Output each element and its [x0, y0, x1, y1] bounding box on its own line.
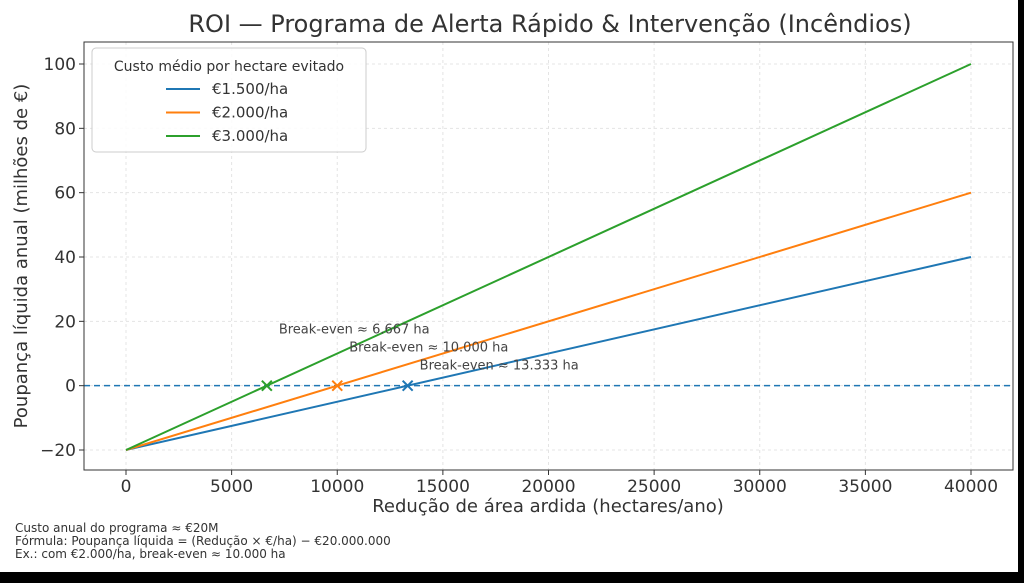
footnote-cost: Custo anual do programa ≈ €20M [15, 521, 219, 535]
x-tick-label: 40000 [944, 477, 998, 497]
break-even-markers: Break-even ≈ 13.333 ha Break-even ≈ 10.00… [261, 323, 579, 392]
y-tick-label: −20 [40, 441, 76, 461]
roi-chart: Break-even ≈ 13.333 ha Break-even ≈ 10.00… [11, 10, 1014, 517]
legend-title: Custo médio por hectare evitado [114, 59, 344, 75]
legend: Custo médio por hectare evitado €1.500/h… [91, 47, 367, 153]
series-line [125, 191, 972, 451]
chart-title: ROI — Programa de Alerta Rápido & Interv… [188, 10, 911, 38]
break-even-annotation: Break-even ≈ 6.667 ha [279, 323, 430, 338]
chart-canvas: Break-even ≈ 13.333 ha Break-even ≈ 10.00… [0, 0, 1018, 572]
y-tick-label: 20 [54, 312, 76, 332]
x-tick-label: 25000 [627, 477, 681, 497]
x-tick-label: 0 [121, 477, 132, 497]
x-tick-label: 35000 [838, 477, 892, 497]
x-tick-label: 5000 [210, 477, 253, 497]
y-tick-label: 80 [54, 119, 76, 139]
legend-label: €3.000/ha [212, 127, 288, 145]
footnote-formula: Fórmula: Poupança líquida = (Redução × €… [15, 534, 391, 548]
break-even-annotation: Break-even ≈ 13.333 ha [420, 359, 579, 374]
break-even-marker-icon [331, 379, 343, 392]
x-axis-label: Redução de área ardida (hectares/ano) [372, 496, 724, 517]
break-even-marker-icon [401, 379, 414, 392]
x-tick-label: 10000 [310, 477, 364, 497]
legend-label: €1.500/ha [212, 80, 288, 98]
x-tick-label: 30000 [733, 477, 787, 497]
y-tick-label: 60 [54, 184, 76, 204]
y-tick-label: 40 [54, 248, 76, 268]
break-even-marker-icon [261, 379, 273, 392]
y-axis-label: Poupança líquida anual (milhões de €) [11, 84, 32, 429]
ticks: 0 5000 10000 15000 20000 25000 30000 35000 40000… [40, 55, 998, 497]
y-tick-label: 100 [44, 55, 76, 75]
y-tick-label: 0 [65, 377, 76, 397]
footnote-example: Ex.: com €2.000/ha, break-even ≈ 10.000 … [15, 547, 286, 561]
x-tick-label: 20000 [521, 477, 575, 497]
series-line [125, 256, 972, 451]
x-tick-label: 15000 [416, 477, 470, 497]
legend-label: €2.000/ha [212, 104, 288, 122]
break-even-annotation: Break-even ≈ 10.000 ha [349, 341, 508, 356]
